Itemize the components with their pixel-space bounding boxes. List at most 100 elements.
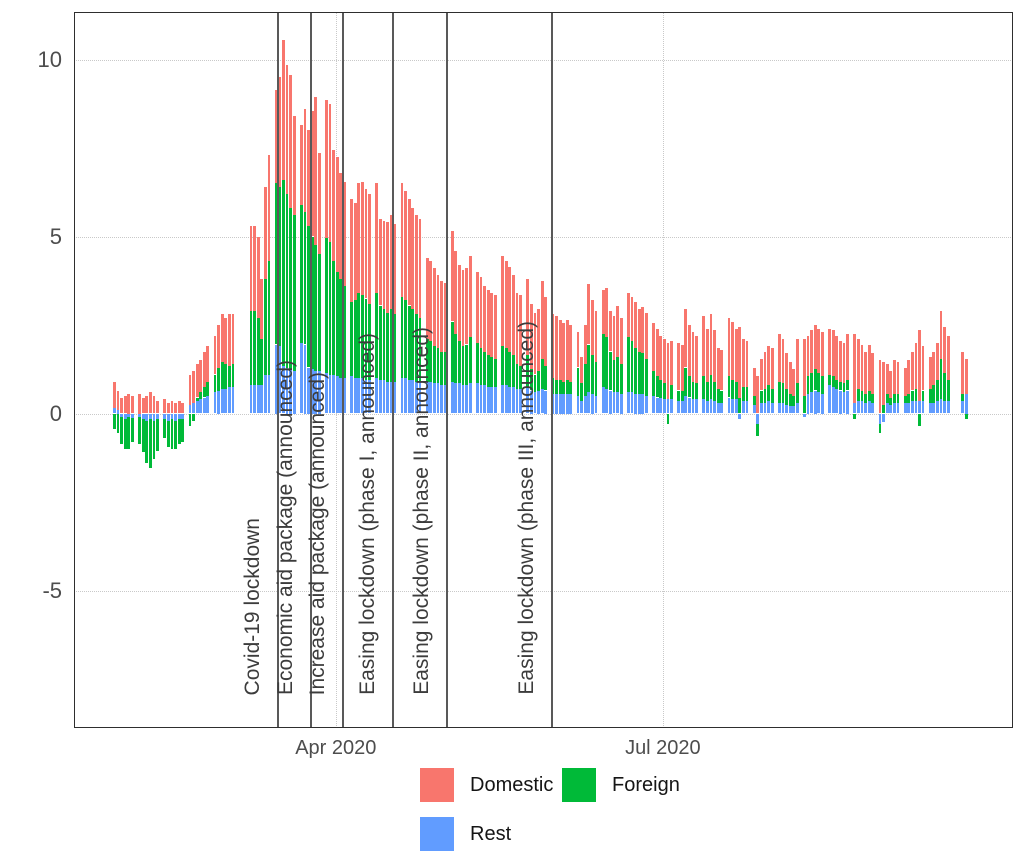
bar-segment-rest [918,401,921,414]
bar-segment-foreign [609,351,612,391]
y-axis-tick-label: -5 [42,577,62,603]
bar-segment-domestic [414,215,418,315]
bar-segment-foreign [335,271,339,377]
bar-segment-rest [382,379,386,414]
bar-segment-domestic [591,300,594,356]
bar-segment-foreign [961,394,965,402]
bar-segment-rest [504,385,508,414]
bar-segment-domestic [195,363,199,398]
bar-segment-domestic [569,325,573,382]
bar-segment-rest [213,392,217,414]
bar-segment-domestic [511,275,515,355]
bar-segment-rest [486,386,490,414]
bar-segment-rest [727,397,731,414]
bar-segment-rest [166,413,170,421]
bar-segment-foreign [839,381,842,391]
bar-segment-foreign [174,420,177,449]
bar-segment-domestic [152,395,156,414]
bar-segment-rest [885,402,889,414]
bar-segment-foreign [831,376,835,387]
bar-segment-domestic [662,339,666,384]
bar-segment-rest [892,402,896,414]
event-label-6: Easing lockdown (phase III, announced) [514,321,538,695]
bar-segment-domestic [889,371,893,398]
bar-segment-domestic [946,335,950,380]
bar-segment-rest [785,404,788,414]
bar-segment-foreign [565,379,569,395]
bar-segment-rest [400,378,404,414]
bar-segment-rest [752,404,756,414]
bar-segment-foreign [555,379,558,395]
bar-segment-foreign [551,378,555,394]
bar-segment-rest [379,379,382,414]
bar-segment-rest [591,394,594,414]
bar-segment-rest [350,376,354,414]
bar-segment-rest [867,401,871,414]
bar-segment-domestic [555,316,558,380]
bar-segment-foreign [788,394,792,407]
x-axis-tick-label: Jul 2020 [625,737,701,759]
bar-segment-foreign [281,179,285,366]
bar-segment-foreign [414,314,418,382]
bar-segment-rest [361,378,364,414]
bar-segment-foreign [652,371,655,396]
bar-segment-domestic [440,280,443,352]
bar-segment-foreign [655,376,659,398]
bar-segment-domestic [637,309,641,352]
bar-segment-rest [842,392,846,414]
bar-segment-foreign [964,413,968,419]
bar-segment-domestic [878,360,882,414]
bar-segment-domestic [727,317,731,377]
bar-segment-rest [756,413,760,425]
bar-segment-domestic [228,314,231,366]
bar-segment-domestic [263,186,267,279]
bar-segment-foreign [903,395,907,403]
bar-segment-domestic [684,309,688,368]
event-label-4: Easing lockdown (phase I, announced) [356,333,380,695]
bar-segment-rest [551,394,555,414]
bar-segment-domestic [166,402,170,414]
bar-segment-foreign [274,183,278,345]
bar-segment-domestic [813,325,817,370]
bar-segment-foreign [583,363,587,396]
bar-segment-foreign [163,418,167,439]
bar-segment-rest [174,413,177,421]
bar-segment-foreign [777,381,781,403]
bar-segment-rest [662,399,666,414]
bar-segment-foreign [289,208,292,370]
bar-segment-foreign [813,369,817,391]
bar-segment-rest [188,404,192,414]
bar-segment-rest [544,390,548,414]
bar-segment-rest [763,402,767,414]
bar-segment-domestic [907,360,911,394]
bar-segment-foreign [864,394,867,403]
bar-segment-domestic [702,316,706,377]
bar-segment-rest [659,397,663,414]
bar-segment-foreign [350,302,354,377]
bar-segment-foreign [156,418,159,451]
bar-segment-domestic [314,96,318,246]
bar-segment-domestic [353,202,357,301]
bar-segment-rest [903,402,907,414]
bar-segment-rest [335,376,339,414]
bar-segment-rest [368,379,372,414]
bar-segment-foreign [177,418,181,444]
legend-swatch-foreign [562,768,596,802]
bar-segment-rest [526,386,530,414]
bar-segment-rest [529,390,533,414]
bar-segment-domestic [156,401,159,414]
y-axis-tick-label: 0 [49,400,62,426]
bar-segment-domestic [691,332,695,382]
bar-segment-domestic [835,335,839,380]
bar-segment-foreign [278,186,282,347]
bar-segment-rest [731,399,735,414]
bar-segment-foreign [400,296,404,379]
bar-segment-foreign [490,356,494,387]
bar-segment-rest [939,399,943,414]
bar-segment-rest [695,399,699,414]
bar-segment-rest [145,413,149,421]
bar-segment-rest [256,385,260,414]
bar-segment-foreign [195,397,199,402]
bar-segment-domestic [713,330,717,382]
bar-segment-foreign [659,379,663,398]
